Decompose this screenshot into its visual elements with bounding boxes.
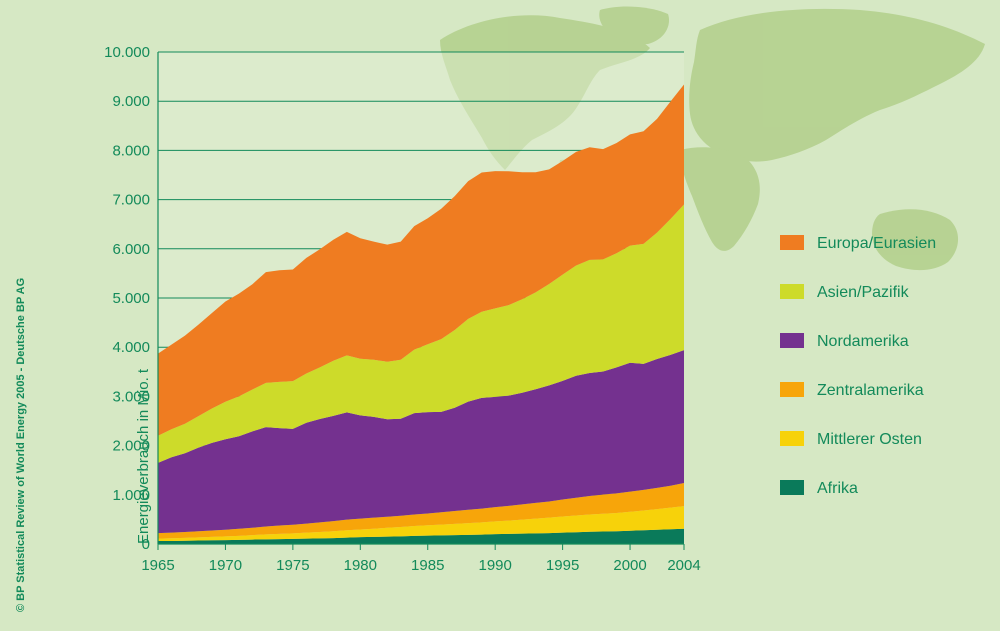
area-nordamerika: [158, 350, 684, 534]
area-asien-pazifik: [158, 204, 684, 463]
y-tick-label-5000: 5.000: [112, 290, 150, 307]
legend-swatch-asien-pazifik: [780, 284, 804, 299]
x-tick-label-1975: 1975: [276, 557, 309, 574]
legend-label-afrika: Afrika: [817, 480, 858, 497]
y-tick-label-9000: 9.000: [112, 93, 150, 110]
y-tick-label-1000: 1.000: [112, 487, 150, 504]
y-tick-label-0: 0: [142, 536, 150, 553]
area-mittlerer-osten: [158, 506, 684, 542]
legend-swatch-europa-eurasien: [780, 235, 804, 250]
legend-swatch-nordamerika: [780, 333, 804, 348]
legend-label-asien-pazifik: Asien/Pazifik: [817, 284, 910, 301]
australia-shape: [872, 209, 959, 271]
y-tick-label-4000: 4.000: [112, 339, 150, 356]
legend-swatch-afrika: [780, 480, 804, 495]
x-tick-label-1970: 1970: [209, 557, 242, 574]
north-america-shape: [440, 15, 650, 171]
x-tick-label-1980: 1980: [344, 557, 377, 574]
y-tick-label-3000: 3.000: [112, 388, 150, 405]
y-axis: 0 1.000 2.000 3.000 4.000 5.000 6.000 7.000 8.00…: [104, 44, 159, 553]
x-tick-label-1965: 1965: [141, 557, 174, 574]
y-axis-label: Energieverbrauch in Mio. t: [135, 368, 152, 544]
y-tick-label-6000: 6.000: [112, 241, 150, 258]
y-tick-label-2000: 2.000: [112, 438, 150, 455]
greenland-shape: [599, 6, 670, 45]
europe-asia-shape: [689, 8, 985, 162]
area-afrika: [158, 528, 684, 544]
x-tick-label-1995: 1995: [546, 557, 579, 574]
legend-label-zentralamerika: Zentralamerika: [817, 382, 924, 399]
legend-label-europa-eurasien: Europa/Eurasien: [817, 235, 936, 252]
x-tick-label-2000: 2000: [613, 557, 646, 574]
y-tick-label-7000: 7.000: [112, 192, 150, 209]
legend: Europa/Eurasien Asien/Pazifik Nordamerika Z…: [780, 235, 936, 497]
area-zentralamerika: [158, 482, 684, 539]
credit-text: © BP Statistical Review of World Energy …: [15, 278, 27, 612]
x-tick-label-1990: 1990: [478, 557, 511, 574]
x-axis: 1965 1970 1975 1980 1985 1990 1995 2000 2004: [141, 543, 701, 574]
africa-shape: [680, 147, 760, 251]
legend-label-nordamerika: Nordamerika: [817, 333, 909, 350]
x-tick-label-1985: 1985: [411, 557, 444, 574]
y-tick-label-10000: 10.000: [104, 44, 150, 61]
legend-label-mittlerer-osten: Mittlerer Osten: [817, 431, 922, 448]
legend-swatch-mittlerer-osten: [780, 431, 804, 446]
y-tick-label-8000: 8.000: [112, 142, 150, 159]
legend-swatch-zentralamerika: [780, 382, 804, 397]
x-tick-label-2004: 2004: [667, 557, 700, 574]
area-europa-eurasien: [158, 84, 684, 436]
stacked-areas: [158, 84, 684, 544]
